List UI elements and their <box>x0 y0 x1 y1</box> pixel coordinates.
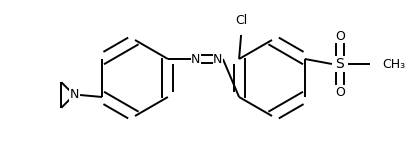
Text: O: O <box>335 30 345 42</box>
Text: Cl: Cl <box>235 14 247 27</box>
Text: CH₃: CH₃ <box>382 57 405 70</box>
Text: S: S <box>336 57 344 71</box>
Text: N: N <box>69 88 79 102</box>
Text: O: O <box>335 85 345 99</box>
Text: N: N <box>213 52 223 66</box>
Text: N: N <box>191 52 201 66</box>
